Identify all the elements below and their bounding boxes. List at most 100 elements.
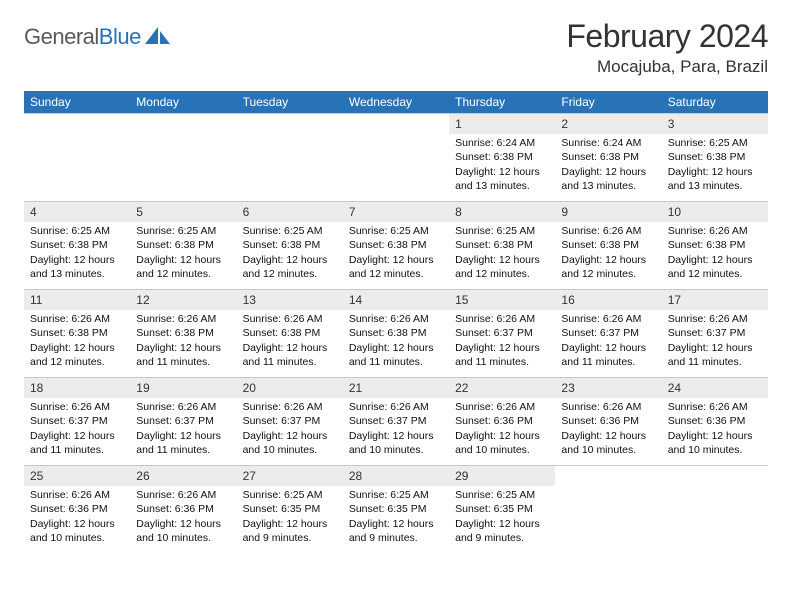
calendar-body: 1Sunrise: 6:24 AMSunset: 6:38 PMDaylight… — [24, 114, 768, 554]
day-number: 24 — [662, 378, 768, 398]
day-number: 26 — [130, 466, 236, 486]
title-block: February 2024 Mocajuba, Para, Brazil — [566, 18, 768, 77]
sunrise-text: Sunrise: 6:26 AM — [668, 312, 762, 326]
day-detail: Sunrise: 6:26 AMSunset: 6:38 PMDaylight:… — [555, 222, 661, 285]
day-detail: Sunrise: 6:26 AMSunset: 6:38 PMDaylight:… — [343, 310, 449, 373]
day-number — [555, 466, 661, 470]
month-title: February 2024 — [566, 18, 768, 55]
calendar-week: 25Sunrise: 6:26 AMSunset: 6:36 PMDayligh… — [24, 466, 768, 554]
daylight-text: Daylight: 12 hours and 12 minutes. — [561, 253, 655, 281]
daylight-text: Daylight: 12 hours and 10 minutes. — [561, 429, 655, 457]
day-number: 8 — [449, 202, 555, 222]
sunset-text: Sunset: 6:38 PM — [455, 238, 549, 252]
daylight-text: Daylight: 12 hours and 10 minutes. — [349, 429, 443, 457]
calendar-cell: 24Sunrise: 6:26 AMSunset: 6:36 PMDayligh… — [662, 378, 768, 466]
calendar-cell — [24, 114, 130, 202]
day-number: 25 — [24, 466, 130, 486]
calendar-table: Sunday Monday Tuesday Wednesday Thursday… — [24, 91, 768, 554]
calendar-cell: 2Sunrise: 6:24 AMSunset: 6:38 PMDaylight… — [555, 114, 661, 202]
day-number: 1 — [449, 114, 555, 134]
calendar-cell: 19Sunrise: 6:26 AMSunset: 6:37 PMDayligh… — [130, 378, 236, 466]
sunrise-text: Sunrise: 6:25 AM — [243, 488, 337, 502]
logo-text-gray: General — [24, 24, 99, 49]
sunrise-text: Sunrise: 6:26 AM — [243, 312, 337, 326]
sunrise-text: Sunrise: 6:26 AM — [136, 488, 230, 502]
sunset-text: Sunset: 6:38 PM — [30, 326, 124, 340]
daylight-text: Daylight: 12 hours and 10 minutes. — [136, 517, 230, 545]
day-detail: Sunrise: 6:25 AMSunset: 6:38 PMDaylight:… — [662, 134, 768, 197]
col-saturday: Saturday — [662, 91, 768, 114]
day-detail: Sunrise: 6:26 AMSunset: 6:36 PMDaylight:… — [24, 486, 130, 549]
calendar-cell: 6Sunrise: 6:25 AMSunset: 6:38 PMDaylight… — [237, 202, 343, 290]
day-detail: Sunrise: 6:26 AMSunset: 6:38 PMDaylight:… — [662, 222, 768, 285]
col-thursday: Thursday — [449, 91, 555, 114]
day-number: 15 — [449, 290, 555, 310]
logo-text: GeneralBlue — [24, 24, 141, 50]
sunset-text: Sunset: 6:36 PM — [668, 414, 762, 428]
day-number: 11 — [24, 290, 130, 310]
calendar-cell: 11Sunrise: 6:26 AMSunset: 6:38 PMDayligh… — [24, 290, 130, 378]
calendar-cell: 27Sunrise: 6:25 AMSunset: 6:35 PMDayligh… — [237, 466, 343, 554]
calendar-cell: 28Sunrise: 6:25 AMSunset: 6:35 PMDayligh… — [343, 466, 449, 554]
daylight-text: Daylight: 12 hours and 13 minutes. — [455, 165, 549, 193]
day-number: 19 — [130, 378, 236, 398]
sunrise-text: Sunrise: 6:25 AM — [136, 224, 230, 238]
sunrise-text: Sunrise: 6:25 AM — [30, 224, 124, 238]
sunset-text: Sunset: 6:36 PM — [136, 502, 230, 516]
sunset-text: Sunset: 6:38 PM — [349, 326, 443, 340]
calendar-cell: 18Sunrise: 6:26 AMSunset: 6:37 PMDayligh… — [24, 378, 130, 466]
day-detail: Sunrise: 6:26 AMSunset: 6:37 PMDaylight:… — [237, 398, 343, 461]
location-text: Mocajuba, Para, Brazil — [566, 57, 768, 77]
sunset-text: Sunset: 6:38 PM — [136, 326, 230, 340]
day-number — [237, 114, 343, 118]
daylight-text: Daylight: 12 hours and 12 minutes. — [136, 253, 230, 281]
day-detail: Sunrise: 6:24 AMSunset: 6:38 PMDaylight:… — [449, 134, 555, 197]
sunset-text: Sunset: 6:38 PM — [668, 150, 762, 164]
daylight-text: Daylight: 12 hours and 11 minutes. — [561, 341, 655, 369]
day-number: 20 — [237, 378, 343, 398]
sunrise-text: Sunrise: 6:26 AM — [668, 400, 762, 414]
day-detail: Sunrise: 6:25 AMSunset: 6:38 PMDaylight:… — [237, 222, 343, 285]
day-detail: Sunrise: 6:26 AMSunset: 6:36 PMDaylight:… — [449, 398, 555, 461]
calendar-cell: 20Sunrise: 6:26 AMSunset: 6:37 PMDayligh… — [237, 378, 343, 466]
sunrise-text: Sunrise: 6:25 AM — [349, 488, 443, 502]
day-detail: Sunrise: 6:26 AMSunset: 6:37 PMDaylight:… — [555, 310, 661, 373]
sunrise-text: Sunrise: 6:26 AM — [561, 312, 655, 326]
sunset-text: Sunset: 6:38 PM — [243, 238, 337, 252]
sunrise-text: Sunrise: 6:26 AM — [349, 312, 443, 326]
day-detail: Sunrise: 6:25 AMSunset: 6:38 PMDaylight:… — [343, 222, 449, 285]
day-detail: Sunrise: 6:26 AMSunset: 6:38 PMDaylight:… — [130, 310, 236, 373]
sunset-text: Sunset: 6:37 PM — [349, 414, 443, 428]
calendar-week: 1Sunrise: 6:24 AMSunset: 6:38 PMDaylight… — [24, 114, 768, 202]
sunrise-text: Sunrise: 6:26 AM — [561, 400, 655, 414]
daylight-text: Daylight: 12 hours and 13 minutes. — [561, 165, 655, 193]
calendar-cell: 4Sunrise: 6:25 AMSunset: 6:38 PMDaylight… — [24, 202, 130, 290]
sunset-text: Sunset: 6:38 PM — [561, 150, 655, 164]
sunset-text: Sunset: 6:37 PM — [455, 326, 549, 340]
daylight-text: Daylight: 12 hours and 11 minutes. — [455, 341, 549, 369]
sunrise-text: Sunrise: 6:26 AM — [136, 312, 230, 326]
sunset-text: Sunset: 6:38 PM — [349, 238, 443, 252]
day-detail: Sunrise: 6:26 AMSunset: 6:38 PMDaylight:… — [237, 310, 343, 373]
daylight-text: Daylight: 12 hours and 10 minutes. — [668, 429, 762, 457]
calendar-cell: 22Sunrise: 6:26 AMSunset: 6:36 PMDayligh… — [449, 378, 555, 466]
daylight-text: Daylight: 12 hours and 13 minutes. — [668, 165, 762, 193]
daylight-text: Daylight: 12 hours and 11 minutes. — [136, 341, 230, 369]
calendar-cell: 1Sunrise: 6:24 AMSunset: 6:38 PMDaylight… — [449, 114, 555, 202]
sunset-text: Sunset: 6:38 PM — [136, 238, 230, 252]
sunrise-text: Sunrise: 6:26 AM — [30, 312, 124, 326]
day-detail: Sunrise: 6:26 AMSunset: 6:36 PMDaylight:… — [662, 398, 768, 461]
day-number: 14 — [343, 290, 449, 310]
day-detail: Sunrise: 6:25 AMSunset: 6:38 PMDaylight:… — [449, 222, 555, 285]
sunrise-text: Sunrise: 6:25 AM — [349, 224, 443, 238]
day-detail: Sunrise: 6:24 AMSunset: 6:38 PMDaylight:… — [555, 134, 661, 197]
daylight-text: Daylight: 12 hours and 12 minutes. — [455, 253, 549, 281]
calendar-cell: 29Sunrise: 6:25 AMSunset: 6:35 PMDayligh… — [449, 466, 555, 554]
col-friday: Friday — [555, 91, 661, 114]
sunset-text: Sunset: 6:35 PM — [455, 502, 549, 516]
day-number — [662, 466, 768, 470]
daylight-text: Daylight: 12 hours and 11 minutes. — [30, 429, 124, 457]
sunrise-text: Sunrise: 6:26 AM — [455, 312, 549, 326]
sunset-text: Sunset: 6:37 PM — [561, 326, 655, 340]
day-number: 22 — [449, 378, 555, 398]
